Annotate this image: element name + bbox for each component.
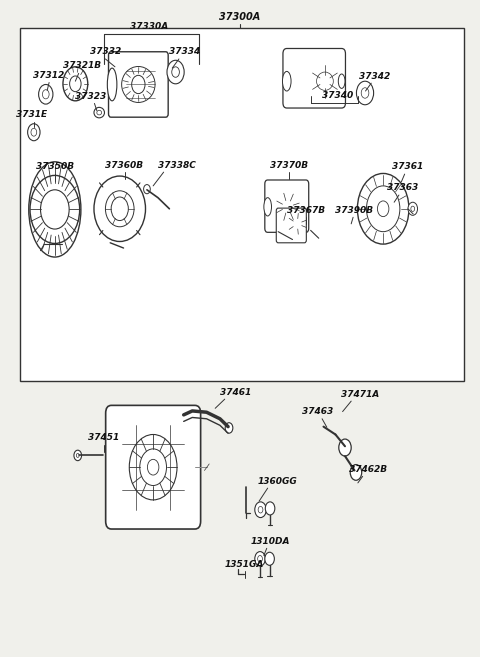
Circle shape bbox=[172, 67, 180, 78]
Circle shape bbox=[255, 502, 266, 518]
Bar bbox=[21, 28, 464, 381]
Text: 37312: 37312 bbox=[34, 71, 65, 80]
Circle shape bbox=[350, 464, 362, 480]
Circle shape bbox=[74, 450, 82, 461]
FancyBboxPatch shape bbox=[265, 180, 309, 233]
Text: 37390B: 37390B bbox=[336, 206, 373, 215]
Text: 37338C: 37338C bbox=[158, 160, 196, 170]
Circle shape bbox=[63, 67, 88, 101]
Circle shape bbox=[255, 552, 265, 566]
FancyBboxPatch shape bbox=[283, 49, 346, 108]
Text: 37332: 37332 bbox=[90, 47, 121, 57]
Circle shape bbox=[377, 201, 389, 217]
Circle shape bbox=[339, 439, 351, 456]
Text: 37300A: 37300A bbox=[219, 12, 261, 22]
Text: 37463: 37463 bbox=[302, 407, 333, 416]
Text: 37340: 37340 bbox=[322, 91, 353, 100]
Text: 37350B: 37350B bbox=[36, 162, 74, 171]
Text: 37451: 37451 bbox=[88, 434, 120, 442]
Circle shape bbox=[357, 81, 373, 104]
Text: 1360GG: 1360GG bbox=[257, 477, 297, 486]
Circle shape bbox=[167, 60, 184, 84]
Circle shape bbox=[361, 88, 369, 98]
Circle shape bbox=[411, 206, 415, 212]
Text: 37323: 37323 bbox=[75, 92, 107, 101]
Circle shape bbox=[40, 190, 69, 229]
Circle shape bbox=[225, 422, 233, 433]
Text: 37471A: 37471A bbox=[341, 390, 379, 399]
Text: 37361: 37361 bbox=[392, 162, 424, 171]
Circle shape bbox=[408, 202, 418, 215]
Circle shape bbox=[28, 124, 40, 141]
Ellipse shape bbox=[94, 176, 145, 242]
Circle shape bbox=[265, 502, 275, 515]
Circle shape bbox=[30, 175, 80, 244]
Circle shape bbox=[111, 197, 128, 221]
Text: 37321B: 37321B bbox=[63, 61, 102, 70]
Ellipse shape bbox=[338, 74, 345, 89]
FancyBboxPatch shape bbox=[106, 405, 201, 529]
FancyBboxPatch shape bbox=[276, 208, 306, 243]
Circle shape bbox=[140, 449, 167, 486]
Text: 37462B: 37462B bbox=[349, 464, 387, 474]
Circle shape bbox=[70, 76, 81, 92]
FancyBboxPatch shape bbox=[108, 52, 168, 117]
Circle shape bbox=[147, 459, 159, 475]
Text: 1310DA: 1310DA bbox=[250, 537, 290, 546]
Circle shape bbox=[179, 408, 189, 421]
Text: 37370B: 37370B bbox=[270, 160, 308, 170]
Ellipse shape bbox=[264, 198, 272, 216]
Circle shape bbox=[366, 186, 400, 232]
Text: 3731E: 3731E bbox=[16, 110, 47, 119]
Text: 37334: 37334 bbox=[169, 47, 201, 57]
Text: 1351GA: 1351GA bbox=[225, 560, 264, 568]
Circle shape bbox=[265, 553, 275, 565]
Ellipse shape bbox=[106, 191, 134, 227]
Circle shape bbox=[129, 434, 177, 500]
Circle shape bbox=[42, 90, 49, 99]
Circle shape bbox=[258, 507, 263, 513]
Circle shape bbox=[31, 128, 36, 136]
Circle shape bbox=[258, 556, 263, 562]
Text: 37330A: 37330A bbox=[130, 22, 168, 31]
Text: 37360B: 37360B bbox=[106, 160, 144, 170]
Circle shape bbox=[144, 185, 150, 194]
Text: 37342: 37342 bbox=[360, 72, 391, 81]
Circle shape bbox=[132, 76, 145, 94]
Ellipse shape bbox=[282, 72, 291, 91]
Text: 37363: 37363 bbox=[386, 183, 418, 193]
Ellipse shape bbox=[94, 107, 105, 118]
Text: 37461: 37461 bbox=[220, 388, 251, 397]
Text: 37367B: 37367B bbox=[287, 206, 325, 215]
Circle shape bbox=[358, 173, 409, 244]
Circle shape bbox=[38, 85, 53, 104]
Ellipse shape bbox=[97, 110, 102, 115]
Circle shape bbox=[76, 453, 79, 457]
Ellipse shape bbox=[108, 68, 117, 101]
